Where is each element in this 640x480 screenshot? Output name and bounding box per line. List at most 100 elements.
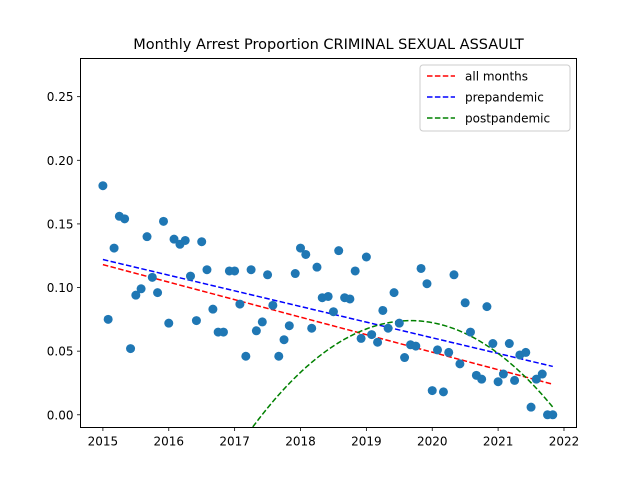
plot-frame — [80, 58, 577, 428]
legend-label: postpandemic — [465, 112, 550, 126]
x-tick-label: 2016 — [153, 435, 184, 449]
x-tick-label: 2015 — [88, 435, 119, 449]
y-axis: 0.00 0.05 0.10 0.15 0.20 0.25 — [47, 90, 81, 422]
data-point — [120, 214, 130, 224]
x-tick-label: 2020 — [417, 435, 448, 449]
x-tick-label: 2017 — [219, 435, 250, 449]
data-point — [449, 270, 459, 280]
y-tick-label: 0.10 — [47, 281, 74, 295]
y-tick-label: 0.00 — [47, 408, 74, 422]
legend: all months prepandemic postpandemic — [419, 64, 571, 132]
chart-title: Monthly Arrest Proportion CRIMINAL SEXUA… — [133, 37, 524, 53]
data-point — [257, 317, 267, 327]
data-point — [482, 302, 492, 312]
data-point — [378, 305, 388, 315]
data-point — [103, 314, 113, 324]
data-point — [158, 216, 168, 226]
data-point — [373, 337, 383, 347]
data-point — [191, 316, 201, 326]
data-point — [537, 369, 547, 379]
data-point — [400, 353, 410, 363]
data-point — [230, 266, 240, 276]
data-point — [109, 243, 119, 253]
data-point — [526, 402, 536, 412]
scatter-points — [98, 181, 558, 420]
data-point — [465, 327, 475, 337]
data-point — [455, 359, 465, 369]
data-point — [345, 294, 355, 304]
data-point — [411, 341, 421, 351]
data-point — [136, 284, 146, 294]
data-point — [438, 387, 448, 397]
data-point — [394, 318, 404, 328]
data-point — [334, 246, 344, 256]
data-point — [180, 235, 190, 245]
data-point — [367, 330, 377, 340]
data-point — [296, 243, 306, 253]
x-tick-label: 2019 — [351, 435, 382, 449]
x-tick-label: 2022 — [549, 435, 580, 449]
data-point — [312, 262, 322, 272]
data-point — [126, 344, 136, 354]
data-point — [147, 272, 157, 282]
data-point — [477, 374, 487, 384]
data-point — [383, 323, 393, 333]
legend-label: all months — [465, 70, 528, 84]
data-point — [301, 249, 311, 259]
data-point — [274, 351, 284, 361]
data-point — [422, 279, 432, 289]
y-tick-label: 0.15 — [47, 217, 74, 231]
data-point — [427, 386, 437, 396]
data-point — [218, 327, 228, 337]
data-point — [279, 335, 289, 345]
fit-line-postpandemic — [251, 319, 554, 428]
data-point — [284, 321, 294, 331]
data-point — [504, 339, 514, 349]
data-point — [498, 369, 508, 379]
data-point — [350, 266, 360, 276]
y-tick-label: 0.05 — [47, 345, 74, 359]
data-point — [328, 307, 338, 317]
data-point — [202, 265, 212, 275]
data-point — [444, 347, 454, 357]
data-point — [493, 377, 503, 387]
data-point — [142, 232, 152, 242]
data-point — [169, 234, 179, 244]
data-point — [241, 351, 251, 361]
data-point — [98, 181, 108, 191]
x-tick-label: 2021 — [483, 435, 514, 449]
data-point — [356, 333, 366, 343]
x-axis: 2015 2016 2017 2018 2019 2020 2021 2022 — [88, 427, 580, 449]
data-point — [197, 237, 207, 247]
data-point — [131, 290, 141, 300]
data-point — [323, 291, 333, 301]
data-point — [521, 347, 531, 357]
data-point — [208, 304, 218, 314]
data-point — [416, 263, 426, 273]
x-tick-label: 2018 — [285, 435, 316, 449]
data-point — [153, 288, 163, 298]
data-point — [263, 270, 273, 280]
y-tick-label: 0.20 — [47, 154, 74, 168]
data-point — [510, 375, 520, 385]
fit-line-all-months — [102, 263, 553, 385]
data-point — [460, 298, 470, 308]
data-point — [235, 299, 245, 309]
data-point — [290, 269, 300, 279]
data-point — [389, 288, 399, 298]
data-point — [488, 339, 498, 349]
fit-lines — [102, 258, 554, 428]
data-point — [361, 252, 371, 262]
data-point — [164, 318, 174, 328]
data-point — [307, 323, 317, 333]
data-point — [251, 326, 261, 336]
data-point — [186, 271, 196, 281]
data-point — [548, 410, 558, 420]
y-tick-label: 0.25 — [47, 90, 74, 104]
legend-box — [419, 64, 571, 132]
data-point — [433, 345, 443, 355]
data-point — [268, 300, 278, 310]
legend-label: prepandemic — [465, 91, 544, 105]
data-point — [531, 374, 541, 384]
